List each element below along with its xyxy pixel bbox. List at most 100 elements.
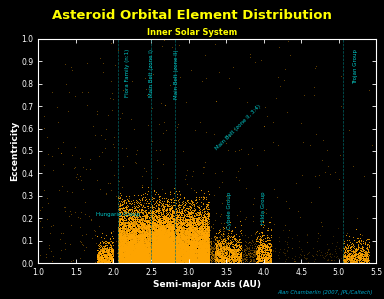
Point [164, 256, 170, 261]
Point [183, 222, 189, 227]
Point [147, 258, 153, 263]
Point [189, 244, 195, 249]
Point [127, 247, 133, 252]
Point [194, 247, 200, 251]
Point [115, 238, 121, 243]
Point [155, 214, 161, 219]
Point [204, 202, 210, 206]
Point [145, 231, 151, 236]
Point [139, 241, 145, 246]
Point [185, 209, 191, 213]
Point [171, 259, 177, 263]
Point [198, 231, 204, 236]
Point [128, 211, 134, 216]
Point [193, 232, 199, 237]
Point [204, 253, 210, 258]
Point [194, 253, 200, 258]
Point [212, 251, 218, 256]
Point [168, 249, 174, 254]
Point [199, 261, 205, 266]
Point [172, 231, 178, 236]
Point [149, 240, 155, 245]
Point [148, 223, 154, 228]
Point [154, 246, 160, 251]
Point [153, 260, 159, 265]
Point [135, 254, 141, 259]
Point [119, 240, 125, 245]
Point [127, 252, 134, 257]
Point [156, 237, 162, 241]
Point [170, 209, 176, 213]
Point [102, 243, 108, 248]
Point [130, 234, 136, 239]
Point [98, 258, 104, 263]
Point [115, 259, 121, 264]
Point [134, 241, 140, 245]
Point [161, 245, 167, 249]
Point [187, 253, 194, 258]
Point [137, 254, 144, 259]
Point [148, 250, 154, 254]
Point [78, 239, 84, 244]
Point [128, 198, 134, 203]
Point [171, 242, 177, 247]
Point [205, 259, 211, 263]
Point [169, 196, 175, 201]
Point [171, 249, 177, 254]
Point [157, 251, 163, 255]
Point [165, 245, 171, 250]
Point [221, 245, 227, 249]
Point [223, 253, 229, 258]
Point [157, 256, 163, 261]
Point [200, 261, 206, 266]
Point [192, 260, 198, 265]
Point [134, 228, 141, 233]
Point [201, 213, 207, 218]
Point [196, 242, 202, 247]
Point [206, 231, 212, 236]
Point [192, 237, 198, 242]
Point [204, 252, 210, 257]
Point [157, 255, 164, 260]
Point [150, 253, 156, 258]
Point [133, 247, 139, 252]
Point [191, 249, 197, 254]
Point [186, 245, 192, 250]
Point [118, 225, 124, 230]
Point [103, 126, 109, 131]
Point [164, 232, 170, 237]
Point [118, 236, 124, 241]
Point [227, 253, 233, 258]
Point [127, 249, 133, 254]
Point [119, 224, 126, 228]
Point [161, 248, 167, 253]
Point [167, 247, 174, 252]
Point [185, 217, 191, 222]
Point [223, 253, 229, 258]
Point [166, 254, 172, 258]
Point [163, 260, 169, 265]
Point [149, 256, 155, 261]
Point [134, 233, 140, 237]
Point [118, 258, 124, 263]
Point [167, 215, 174, 220]
Point [118, 241, 124, 245]
Point [156, 259, 162, 264]
Point [200, 251, 206, 256]
Point [171, 217, 177, 222]
Point [161, 216, 167, 221]
Point [358, 248, 364, 253]
Point [130, 238, 136, 243]
Point [101, 249, 107, 254]
Point [265, 245, 271, 250]
Point [127, 238, 134, 242]
Point [98, 244, 104, 249]
Point [170, 245, 177, 249]
Point [208, 259, 214, 263]
Point [134, 244, 140, 249]
Point [203, 258, 209, 263]
Point [263, 251, 270, 256]
Point [199, 220, 205, 225]
Point [123, 257, 129, 262]
Point [156, 259, 162, 264]
